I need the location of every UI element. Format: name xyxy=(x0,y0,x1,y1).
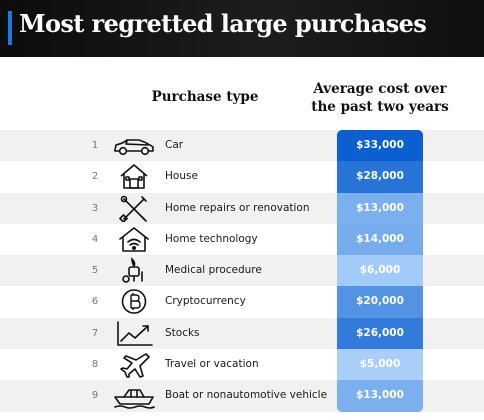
table-row: 6 Cryptocurrency $20,000 xyxy=(0,286,484,318)
cost-cell: $5,000 xyxy=(337,349,423,381)
purchase-label: House xyxy=(165,170,198,183)
table-row: 4 Home technology $14,000 xyxy=(0,223,484,256)
airplane-icon xyxy=(112,351,156,378)
purchase-label: Stocks xyxy=(165,326,200,339)
row-rank: 5 xyxy=(91,265,99,277)
cost-cell: $28,000 xyxy=(337,161,423,193)
cost-cell: $6,000 xyxy=(337,255,423,287)
row-rank: 2 xyxy=(91,171,99,183)
row-rank: 7 xyxy=(91,327,99,339)
car-icon xyxy=(112,132,156,159)
row-rank: 3 xyxy=(91,202,99,214)
tools-icon xyxy=(112,195,156,222)
table-row: 7 Stocks $26,000 xyxy=(0,317,484,350)
cost-cell: $13,000 xyxy=(337,380,423,412)
row-rank: 8 xyxy=(91,359,99,371)
purchase-label: Home technology xyxy=(165,232,258,245)
table-row: 1 Car $33,000 xyxy=(0,130,484,162)
smart-home-icon xyxy=(112,226,156,253)
row-rank: 1 xyxy=(91,140,99,151)
cost-cell: $13,000 xyxy=(337,192,423,224)
purchase-label: Medical procedure xyxy=(165,264,262,277)
bitcoin-icon xyxy=(112,288,156,315)
house-icon xyxy=(112,163,156,190)
table-row: 5 Medical procedure $6,000 xyxy=(0,255,484,287)
table-row: 3 Home repairs or renovation $13,000 xyxy=(0,192,484,224)
purchase-label: Home repairs or renovation xyxy=(165,201,310,214)
row-rank: 4 xyxy=(91,233,99,245)
purchase-table: 1 Car $33,000 2 House $28,000 3 Home repairs or… xyxy=(0,130,484,412)
stocks-chart-icon xyxy=(112,320,156,347)
row-rank: 6 xyxy=(91,296,99,308)
purchase-label: Car xyxy=(165,139,184,151)
purchase-label: Boat or nonautomotive vehicle xyxy=(165,389,328,402)
purchase-label: Travel or vacation xyxy=(165,358,259,371)
purchase-type-header: Purchase type xyxy=(151,89,259,105)
page-title: Most regretted large purchases xyxy=(19,9,427,38)
header-banner: Most regretted large purchases xyxy=(0,0,484,57)
average-cost-header: Average cost over the past two years xyxy=(311,81,449,115)
purchase-label: Cryptocurrency xyxy=(165,295,246,308)
accent-bar xyxy=(8,11,12,45)
cost-cell: $33,000 xyxy=(337,130,423,162)
medical-icon xyxy=(112,257,156,284)
table-row: 2 House $28,000 xyxy=(0,161,484,193)
cost-cell: $26,000 xyxy=(337,317,423,350)
row-rank: 9 xyxy=(91,390,99,402)
boat-icon xyxy=(112,382,156,410)
table-row: 8 Travel or vacation $5,000 xyxy=(0,349,484,381)
table-row: 9 Boat or nonautomotive vehicle $13,000 xyxy=(0,380,484,412)
cost-cell: $14,000 xyxy=(337,223,423,256)
cost-cell: $20,000 xyxy=(337,286,423,318)
